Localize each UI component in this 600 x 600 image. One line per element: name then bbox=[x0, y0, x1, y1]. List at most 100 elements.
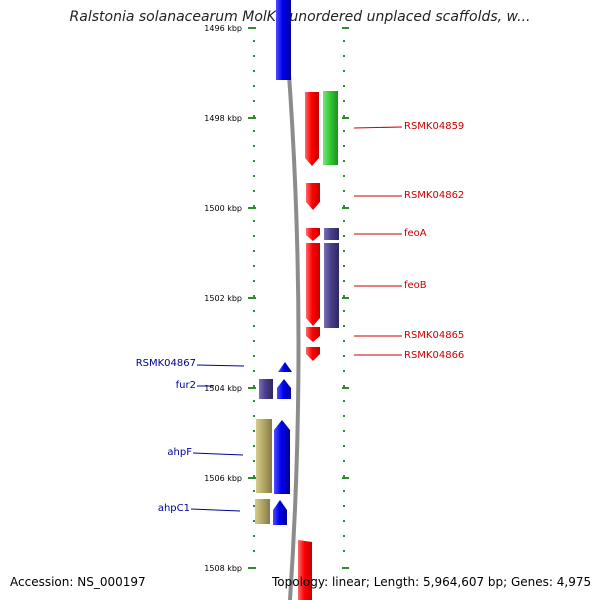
guide-dot bbox=[343, 205, 345, 207]
tick-mark bbox=[248, 117, 256, 119]
guide-dot bbox=[343, 280, 345, 282]
guide-dot bbox=[253, 235, 255, 237]
gene-rsmk04865[interactable] bbox=[306, 327, 320, 342]
gene-rsmk04867[interactable] bbox=[278, 362, 292, 372]
tick-label: 1502 kbp bbox=[204, 294, 242, 303]
guide-dot bbox=[253, 295, 255, 297]
gene-rsmk04862[interactable] bbox=[306, 183, 320, 210]
cds-feob[interactable] bbox=[324, 243, 339, 328]
guide-dot bbox=[343, 430, 345, 432]
guide-dot bbox=[253, 310, 255, 312]
tick-label: 1504 kbp bbox=[204, 384, 242, 393]
tick-mark bbox=[248, 477, 256, 479]
cds-fur2[interactable] bbox=[259, 379, 273, 399]
guide-dot bbox=[253, 85, 255, 87]
guide-dot bbox=[343, 85, 345, 87]
guide-dot bbox=[343, 190, 345, 192]
backbone-line bbox=[281, 0, 301, 600]
guide-dot bbox=[253, 115, 255, 117]
guide-dot bbox=[343, 220, 345, 222]
guide-dot bbox=[343, 340, 345, 342]
label-fur2[interactable]: fur2 bbox=[176, 380, 196, 391]
cds-ahpf[interactable] bbox=[256, 419, 272, 493]
guide-dot bbox=[253, 100, 255, 102]
gene-feob[interactable] bbox=[306, 243, 320, 326]
gene-fur2[interactable] bbox=[277, 379, 291, 399]
guide-dot bbox=[253, 160, 255, 162]
guide-dot bbox=[253, 40, 255, 42]
gene-upstream[interactable] bbox=[276, 0, 291, 80]
tick-label: 1508 kbp bbox=[204, 564, 242, 573]
tick-label: 1506 kbp bbox=[204, 474, 242, 483]
tick-label: 1500 kbp bbox=[204, 204, 242, 213]
cds-rsmk04859[interactable] bbox=[323, 91, 338, 165]
tick-scale: 1496 kbp 1498 kbp 1500 kbp 1502 kbp 1504… bbox=[204, 24, 242, 573]
guide-dot bbox=[343, 490, 345, 492]
label-feoa[interactable]: feoA bbox=[404, 228, 427, 239]
gene-rsmk04866[interactable] bbox=[306, 347, 320, 361]
leader-line bbox=[192, 452, 244, 456]
tick-mark bbox=[342, 567, 349, 569]
guide-dot bbox=[253, 520, 255, 522]
guide-dot bbox=[253, 415, 255, 417]
leader-line bbox=[196, 364, 245, 367]
guide-dot bbox=[343, 400, 345, 402]
tick-mark bbox=[248, 387, 256, 389]
gene-ahpc1[interactable] bbox=[273, 500, 287, 525]
label-feob[interactable]: feoB bbox=[404, 280, 427, 291]
label-rsmk04862[interactable]: RSMK04862 bbox=[404, 190, 464, 201]
label-rsmk04867[interactable]: RSMK04867 bbox=[136, 358, 196, 369]
tick-mark bbox=[248, 297, 256, 299]
label-rsmk04865[interactable]: RSMK04865 bbox=[404, 330, 464, 341]
guide-dot bbox=[253, 265, 255, 267]
guide-dot bbox=[253, 400, 255, 402]
label-ahpf[interactable]: ahpF bbox=[167, 447, 192, 458]
guide-dot bbox=[343, 325, 345, 327]
guide-dot bbox=[253, 250, 255, 252]
guide-dot bbox=[343, 55, 345, 57]
label-rsmk04859[interactable]: RSMK04859 bbox=[404, 121, 464, 132]
tick-mark bbox=[248, 207, 256, 209]
track-guides bbox=[248, 27, 349, 569]
guide-dot bbox=[253, 385, 255, 387]
guide-dot bbox=[343, 310, 345, 312]
guide-dot bbox=[343, 475, 345, 477]
guide-dot bbox=[343, 265, 345, 267]
cds-ahpc1[interactable] bbox=[255, 499, 270, 524]
leader-line bbox=[190, 508, 241, 512]
sequence-summary: Topology: linear; Length: 5,964,607 bp; … bbox=[272, 575, 592, 589]
guide-dot bbox=[343, 295, 345, 297]
guide-dot bbox=[253, 220, 255, 222]
guide-dot bbox=[253, 340, 255, 342]
reverse-strand-track bbox=[255, 0, 292, 525]
guide-dot bbox=[253, 550, 255, 552]
tick-mark bbox=[342, 207, 349, 209]
guide-dot bbox=[343, 355, 345, 357]
guide-dot bbox=[343, 115, 345, 117]
label-rsmk04866[interactable]: RSMK04866 bbox=[404, 350, 464, 361]
gene-feoa[interactable] bbox=[306, 228, 320, 241]
gene-downstream[interactable] bbox=[298, 540, 312, 600]
reverse-gene-labels: RSMK04867 fur2 ahpF ahpC1 bbox=[136, 358, 245, 514]
label-ahpc1[interactable]: ahpC1 bbox=[158, 503, 190, 514]
cds-feoa[interactable] bbox=[324, 228, 339, 240]
guide-dot bbox=[343, 250, 345, 252]
guide-dot bbox=[343, 520, 345, 522]
guide-dot bbox=[253, 205, 255, 207]
guide-dot bbox=[253, 70, 255, 72]
map-title: Ralstonia solanacearum MolK2 unordered u… bbox=[69, 9, 531, 25]
gene-rsmk04859[interactable] bbox=[305, 92, 319, 166]
tick-mark bbox=[342, 297, 349, 299]
guide-dot bbox=[343, 370, 345, 372]
guide-dot bbox=[343, 550, 345, 552]
leader-line bbox=[353, 126, 403, 129]
accession-text: Accession: NS_000197 bbox=[10, 575, 146, 589]
guide-dot bbox=[343, 160, 345, 162]
guide-dot bbox=[253, 190, 255, 192]
gene-ahpf[interactable] bbox=[274, 420, 290, 494]
guide-dot bbox=[343, 40, 345, 42]
guide-dot bbox=[253, 145, 255, 147]
tick-mark bbox=[342, 27, 349, 29]
guide-dot bbox=[343, 130, 345, 132]
